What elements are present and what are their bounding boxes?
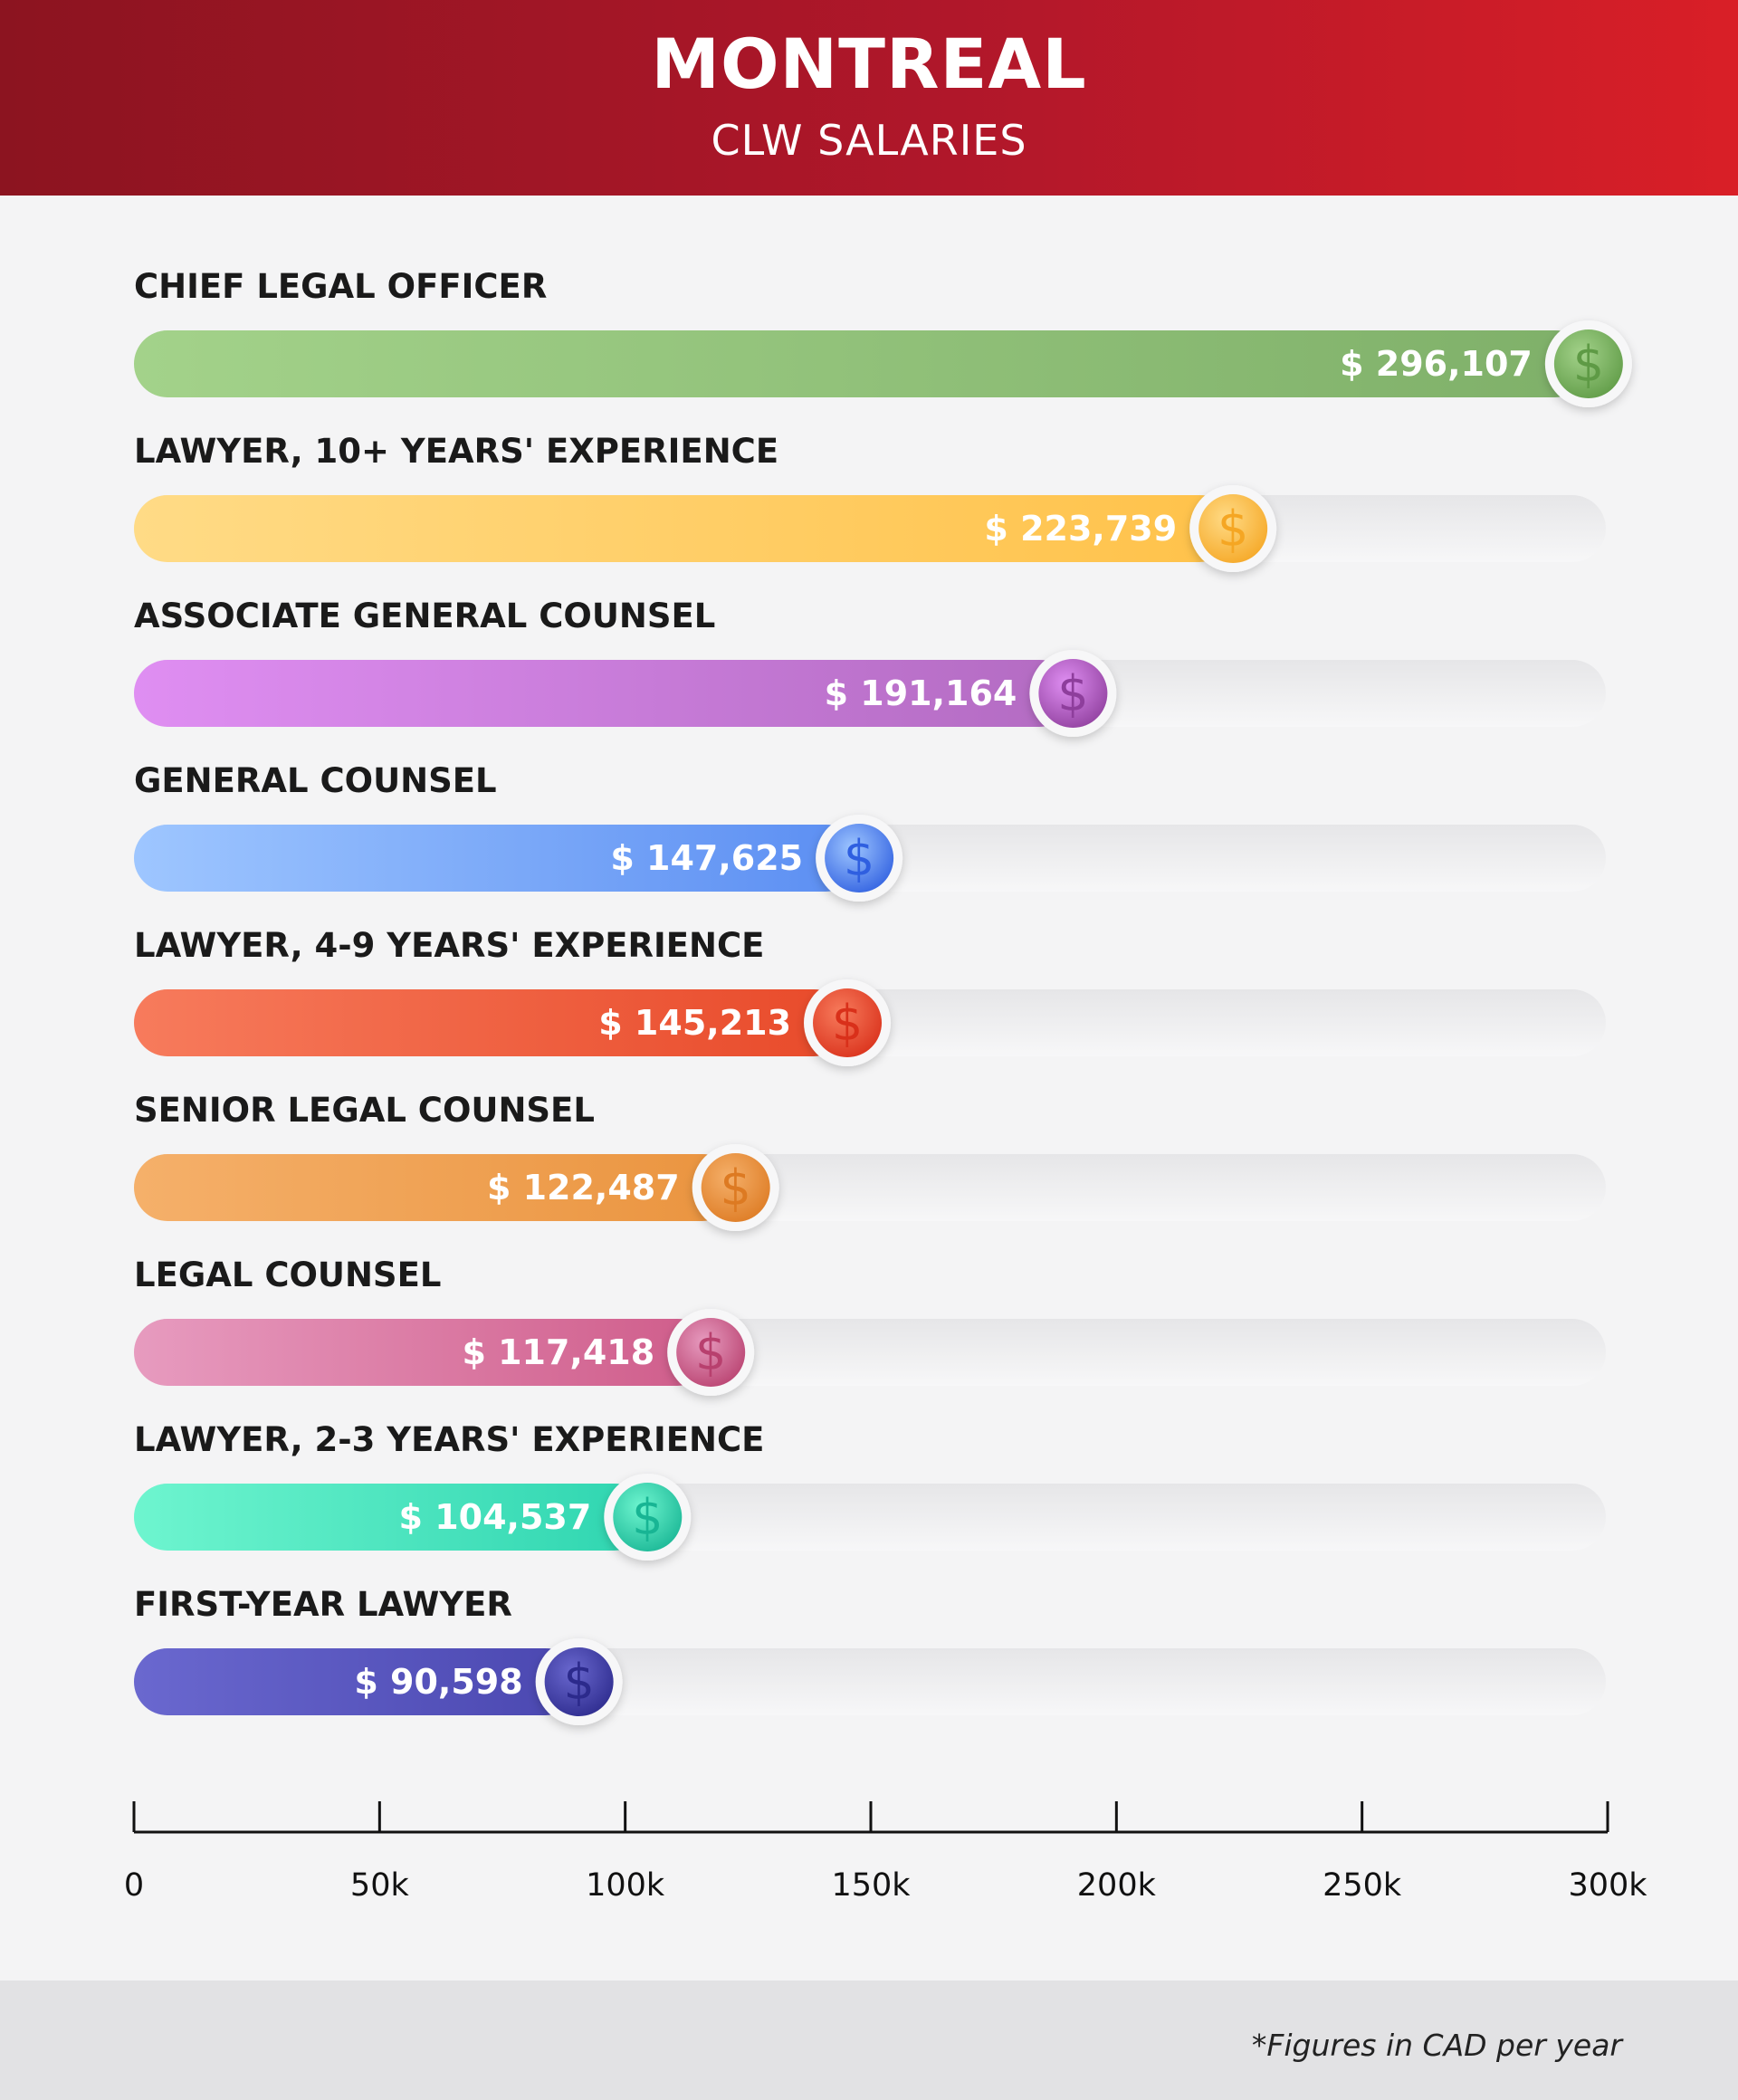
bar-row: LAWYER, 2-3 YEARS' EXPERIENCE $ 104,537 $ bbox=[134, 1420, 1606, 1561]
dollar-icon: $ bbox=[804, 979, 892, 1066]
category-label: LAWYER, 4-9 YEARS' EXPERIENCE bbox=[134, 926, 764, 965]
value-label: $ 90,598 bbox=[354, 1662, 522, 1702]
header: MONTREAL CLW SALARIES bbox=[0, 0, 1738, 196]
x-tick-label: 100k bbox=[586, 1867, 665, 1904]
salary-bar-chart: CHIEF LEGAL OFFICER$ 296,107 $LAWYER, 10+… bbox=[124, 267, 1647, 1904]
x-tick-label: 300k bbox=[1568, 1867, 1647, 1904]
value-label: $ 145,213 bbox=[598, 1003, 791, 1043]
category-label: ASSOCIATE GENERAL COUNSEL bbox=[134, 597, 715, 635]
dollar-icon: $ bbox=[1189, 485, 1277, 572]
svg-text:$: $ bbox=[1218, 501, 1248, 558]
bar-row: LEGAL COUNSEL $ 117,418 $ bbox=[134, 1255, 1606, 1396]
value-label: $ 104,537 bbox=[399, 1497, 592, 1537]
svg-text:$: $ bbox=[695, 1324, 726, 1381]
dollar-icon: $ bbox=[604, 1474, 692, 1561]
svg-text:$: $ bbox=[721, 1160, 751, 1217]
value-label: $ 191,164 bbox=[825, 673, 1017, 713]
bar bbox=[134, 1648, 579, 1715]
category-label: GENERAL COUNSEL bbox=[134, 761, 497, 800]
dollar-icon: $ bbox=[1029, 650, 1117, 737]
svg-text:$: $ bbox=[563, 1654, 594, 1711]
value-label: $ 122,487 bbox=[487, 1168, 680, 1208]
svg-text:$: $ bbox=[632, 1489, 663, 1546]
x-axis: 0 50k 100k 150k 200k 250k 300k bbox=[124, 1801, 1647, 1904]
value-label: $ 296,107 bbox=[1340, 344, 1533, 384]
bar-row: SENIOR LEGAL COUNSEL $ 122,487 $ bbox=[134, 1091, 1606, 1231]
bar-row: ASSOCIATE GENERAL COUNSEL $ 191,164 $ bbox=[134, 597, 1606, 737]
dollar-icon: $ bbox=[1544, 320, 1632, 407]
bar bbox=[134, 495, 1234, 562]
x-tick-label: 0 bbox=[124, 1867, 144, 1904]
bar-row: CHIEF LEGAL OFFICER $ 296,107 $ bbox=[134, 267, 1632, 407]
dollar-icon: $ bbox=[535, 1638, 623, 1725]
x-tick-label: 200k bbox=[1077, 1867, 1157, 1904]
category-label: LEGAL COUNSEL bbox=[134, 1255, 441, 1294]
category-label: LAWYER, 10+ YEARS' EXPERIENCE bbox=[134, 432, 778, 471]
page-title: MONTREAL bbox=[651, 24, 1087, 104]
category-label: FIRST-YEAR LAWYER bbox=[134, 1585, 512, 1624]
x-tick-label: 250k bbox=[1323, 1867, 1402, 1904]
category-label: SENIOR LEGAL COUNSEL bbox=[134, 1091, 595, 1130]
svg-text:$: $ bbox=[844, 830, 874, 887]
value-label: $ 117,418 bbox=[462, 1332, 654, 1372]
bar bbox=[134, 660, 1074, 727]
svg-text:$: $ bbox=[832, 995, 863, 1052]
page-subtitle: CLW SALARIES bbox=[711, 116, 1027, 165]
bar bbox=[134, 330, 1589, 397]
category-label: LAWYER, 2-3 YEARS' EXPERIENCE bbox=[134, 1420, 764, 1459]
category-label: CHIEF LEGAL OFFICER bbox=[134, 267, 547, 306]
bar bbox=[134, 1319, 711, 1386]
footnote: *Figures in CAD per year bbox=[1251, 2028, 1622, 2063]
bar-row: FIRST-YEAR LAWYER $ 90,598 $ bbox=[134, 1585, 1606, 1725]
footer: *Figures in CAD per year bbox=[0, 1981, 1738, 2100]
bar-row: LAWYER, 4-9 YEARS' EXPERIENCE $ 145,213 $ bbox=[134, 926, 1606, 1066]
svg-text:$: $ bbox=[1573, 336, 1604, 393]
x-tick-label: 150k bbox=[831, 1867, 911, 1904]
dollar-icon: $ bbox=[692, 1144, 779, 1231]
chart-rows: CHIEF LEGAL OFFICER$ 296,107 $LAWYER, 10+… bbox=[134, 267, 1632, 1725]
value-label: $ 223,739 bbox=[984, 509, 1177, 549]
bar-row: GENERAL COUNSEL $ 147,625 $ bbox=[134, 761, 1606, 902]
dollar-icon: $ bbox=[816, 815, 903, 902]
svg-text:$: $ bbox=[1057, 665, 1088, 722]
dollar-icon: $ bbox=[667, 1309, 755, 1396]
bar-row: LAWYER, 10+ YEARS' EXPERIENCE $ 223,739 $ bbox=[134, 432, 1606, 572]
bar bbox=[134, 989, 848, 1056]
bar bbox=[134, 1154, 736, 1221]
bar bbox=[134, 1484, 648, 1551]
bar bbox=[134, 825, 860, 892]
value-label: $ 147,625 bbox=[610, 838, 803, 878]
x-tick-label: 50k bbox=[350, 1867, 410, 1904]
